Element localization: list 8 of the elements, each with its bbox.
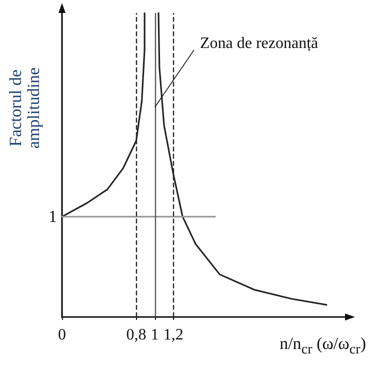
x-tick-label: 1	[150, 326, 159, 344]
x-tick-label: 0,8	[126, 326, 146, 344]
x-axis-title: n/n$_{cr}$ (ω/ω$_{cr}$)	[280, 334, 366, 358]
x-tick-label: 1,2	[163, 326, 184, 344]
annotation: Zona de rezonanță	[200, 35, 318, 53]
x-tick-label: 0	[58, 326, 66, 344]
annotation: 1	[48, 206, 57, 227]
y-axis-title: Factorul de amplitudine	[6, 66, 43, 151]
